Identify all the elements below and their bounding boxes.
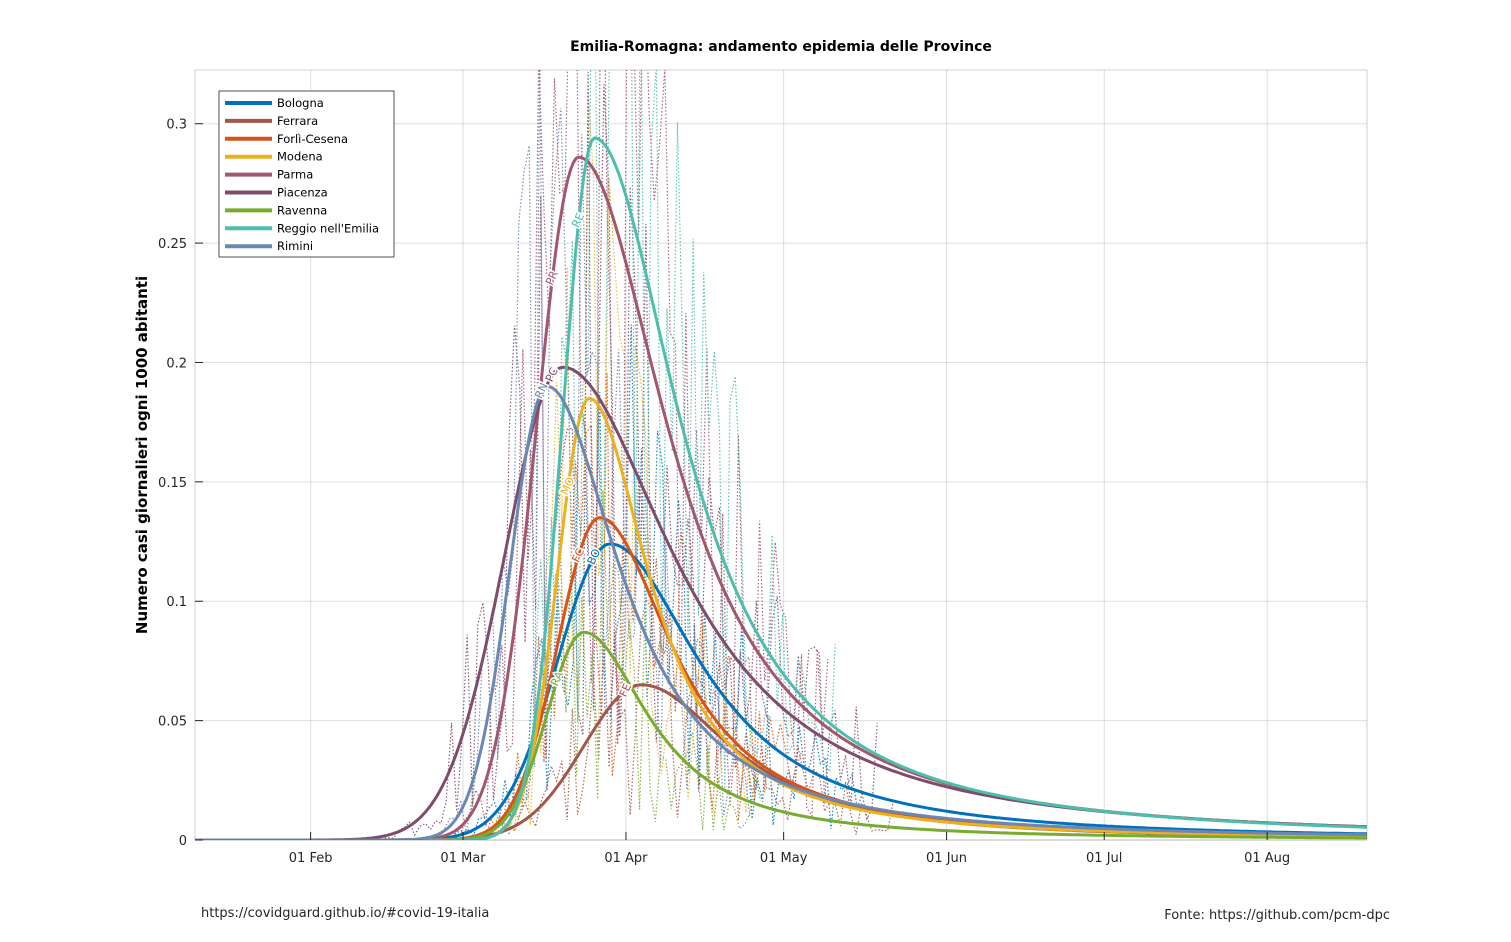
x-tick-label: 01 Aug (1244, 851, 1290, 866)
y-tick-label: 0.15 (158, 476, 187, 491)
fit-curve-group (195, 136, 1367, 840)
x-tick-label: 01 Apr (604, 851, 648, 866)
legend-label-piacenza: Piacenza (277, 186, 328, 200)
daily-series-ravenna (466, 490, 762, 840)
y-tick-label: 0.2 (166, 356, 187, 371)
y-tick-label: 0 (179, 834, 187, 849)
plot-frame (194, 69, 1368, 841)
daily-series-ferrara (456, 558, 894, 840)
daily-series-rimini (429, 70, 751, 839)
legend-label-parma: Parma (277, 168, 313, 182)
footer-source-url[interactable]: https://covidguard.github.io/#covid-19-i… (201, 906, 490, 921)
daily-series-parma (443, 70, 829, 837)
footer-data-source: Fonte: https://github.com/pcm-dpc (1164, 908, 1390, 923)
y-tick-label: 0.25 (158, 237, 187, 252)
x-tick-label: 01 Jun (926, 851, 967, 866)
legend-label-forl-cesena: Forlì-Cesena (277, 132, 348, 146)
y-axis: 0 0.05 0.1 0.15 0.2 0.25 0.3 (158, 118, 203, 849)
legend-label-reggio-nell-emilia: Reggio nell'Emilia (277, 221, 379, 235)
legend-label-ferrara: Ferrara (277, 114, 318, 128)
legend-label-ravenna: Ravenna (277, 203, 327, 217)
x-tick-label: 01 May (760, 851, 808, 866)
y-axis-label: Numero casi giornalieri ogni 1000 abitan… (133, 276, 151, 634)
legend: Bologna Ferrara Forlì-Cesena Modena Parma Pia… (218, 90, 395, 258)
x-axis: 01 Feb 01 Mar 01 Apr 01 May 01 Jun 01 Jul 01 A… (289, 832, 1290, 866)
fit-curve-reggio-nell-emilia (195, 136, 1367, 840)
y-tick-label: 0.1 (166, 595, 187, 610)
daily-series-reggio-nell-emilia (493, 70, 836, 836)
y-tick-label: 0.3 (166, 118, 187, 133)
y-tick-label: 0.05 (158, 715, 187, 730)
legend-label-rimini: Rimini (277, 239, 313, 253)
x-tick-label: 01 Mar (440, 851, 486, 866)
x-tick-label: 01 Feb (289, 851, 333, 866)
legend-label-bologna: Bologna (277, 96, 324, 110)
legend-label-modena: Modena (277, 150, 323, 164)
chart-title: Emilia-Romagna: andamento epidemia delle… (570, 39, 992, 55)
fit-curve-rimini (195, 384, 1367, 840)
daily-series-piacenza (377, 72, 878, 839)
fit-curve-ravenna (195, 630, 1367, 840)
x-tick-label: 01 Jul (1086, 851, 1122, 866)
